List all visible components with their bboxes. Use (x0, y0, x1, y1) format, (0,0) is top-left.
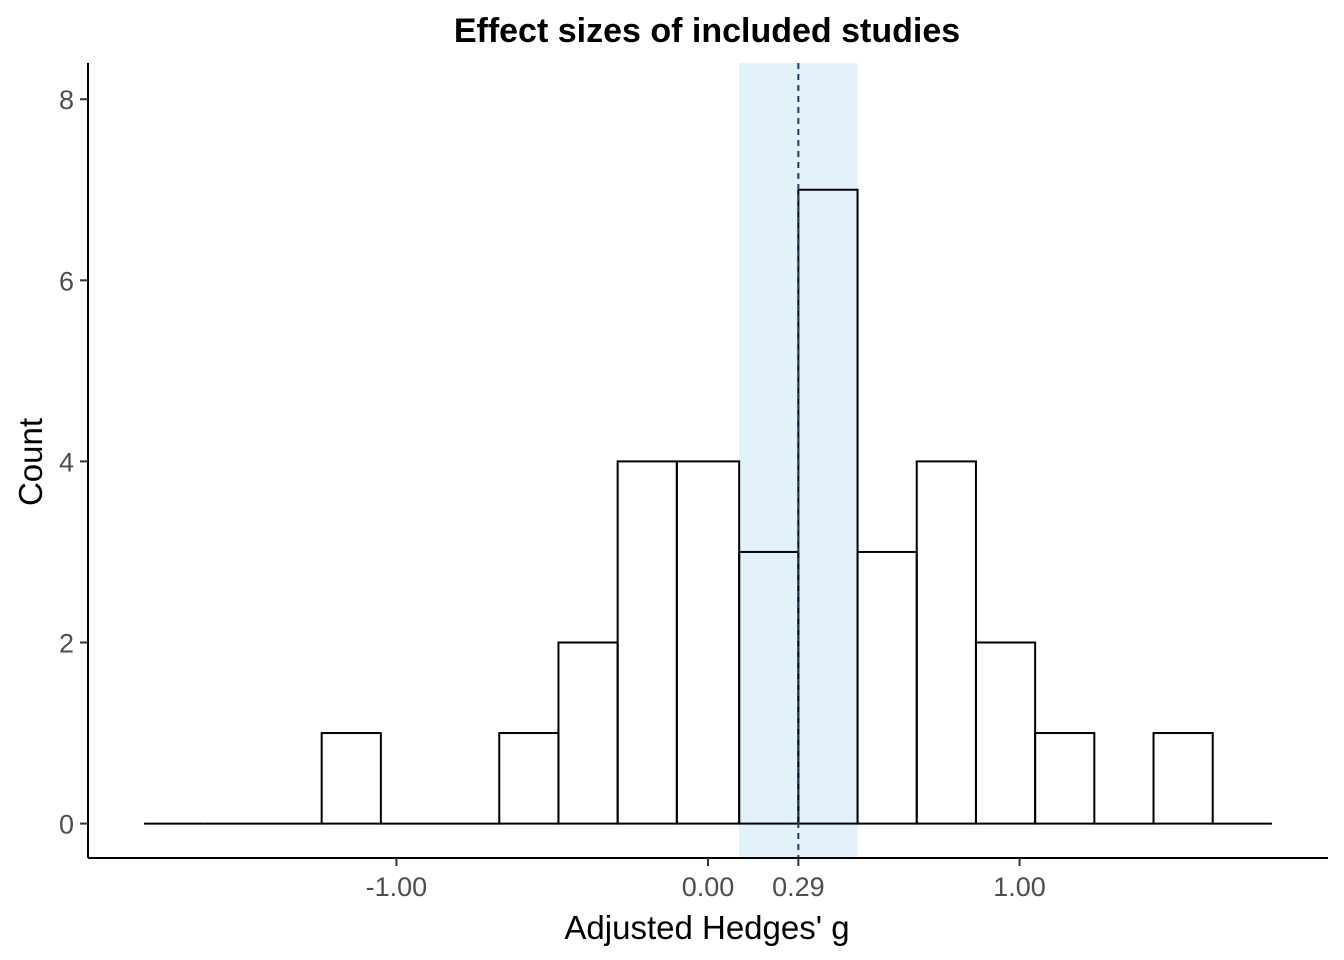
x-tick-label: 0.29 (772, 872, 825, 902)
histogram-bar (320, 732, 382, 825)
histogram-bar (498, 732, 560, 825)
histogram-bar (915, 460, 977, 825)
histogram-bar (1034, 732, 1096, 825)
ticks-layer: 0 2 4 6 8 -1.00 0.00 0.29 1.00 (59, 85, 1046, 902)
y-tick-label: 2 (59, 628, 74, 658)
histogram-bar (557, 641, 619, 825)
histogram-bar (974, 641, 1037, 825)
histogram-bar (616, 460, 678, 825)
y-tick-label: 0 (59, 810, 74, 840)
histogram-bar (1152, 732, 1214, 825)
y-tick-label: 4 (59, 447, 74, 477)
histogram-bar (856, 550, 918, 825)
chart-title: Effect sizes of included studies (454, 12, 960, 50)
y-tick-label: 8 (59, 85, 74, 115)
y-tick-label: 6 (59, 266, 74, 296)
bars-layer (144, 188, 1272, 825)
x-tick-label: -1.00 (366, 872, 428, 902)
histogram-bar (675, 460, 741, 825)
x-axis-title: Adjusted Hedges' g (564, 909, 849, 946)
x-tick-label: 0.00 (682, 872, 735, 902)
x-tick-label: 1.00 (993, 872, 1046, 902)
y-axis-title: Count (12, 418, 49, 506)
